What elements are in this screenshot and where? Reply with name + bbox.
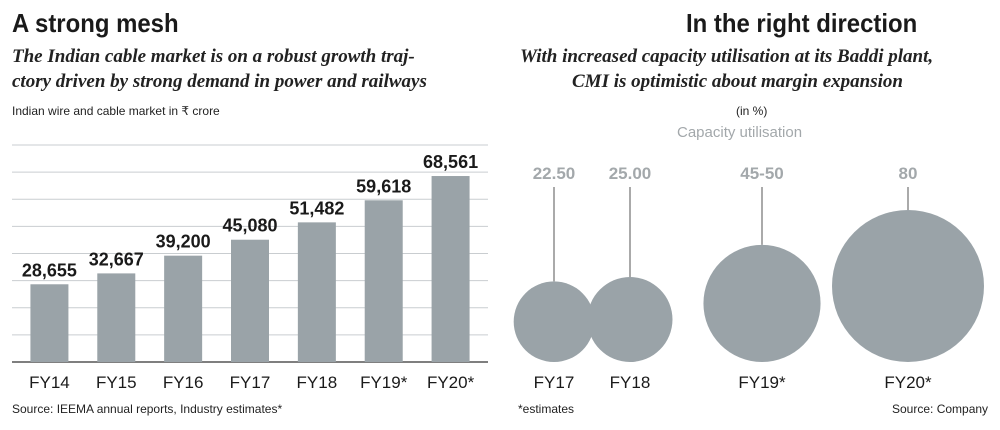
bar	[431, 176, 470, 362]
bar	[231, 239, 269, 362]
bubble-value-label: 45-50	[740, 164, 783, 183]
left-source: Source: IEEMA annual reports, Industry e…	[12, 402, 283, 416]
x-tick-label: FY19*	[738, 373, 786, 392]
right-unit-note: (in %)	[736, 104, 768, 118]
bar-value-label: 39,200	[156, 232, 211, 252]
left-subtitle-line2: ctory driven by strong demand in power a…	[12, 71, 427, 92]
right-chart-label: Capacity utilisation	[677, 124, 803, 141]
left-unit-note: Indian wire and cable market in ₹ crore	[12, 104, 220, 118]
x-tick-label: FY20*	[884, 373, 932, 392]
x-tick-label: FY17	[230, 373, 271, 392]
bar	[297, 222, 336, 362]
x-tick-label: FY15	[96, 373, 137, 392]
bar	[364, 200, 403, 362]
x-tick-label: FY17	[534, 373, 575, 392]
right-subtitle-line2: CMI is optimistic about margin expansion	[572, 71, 903, 92]
right-subtitle-line1: With increased capacity utilisation at i…	[520, 46, 934, 67]
bubble	[703, 244, 821, 362]
bar-value-label: 68,561	[423, 152, 478, 172]
bubble	[513, 281, 595, 362]
bar-value-label: 59,618	[356, 176, 411, 196]
bubble-chart: 22.50 FY17 25.00 FY18 45-50 FY19* 80 FY20*	[513, 164, 984, 392]
bar-value-label: 51,482	[289, 198, 344, 218]
x-tick-label: FY18	[610, 373, 651, 392]
right-panel: In the right direction With increased ca…	[500, 0, 1000, 430]
bar-chart: 28,655 FY14 32,667 FY15 39,200 FY16 45,080 FY17…	[12, 144, 488, 392]
bar	[30, 284, 69, 362]
bubble-value-label: 22.50	[533, 164, 576, 183]
x-tick-label: FY14	[29, 373, 70, 392]
x-tick-label: FY16	[163, 373, 204, 392]
bubble-value-label: 80	[899, 164, 918, 183]
bubble	[832, 210, 984, 362]
bar-value-label: 45,080	[222, 216, 277, 236]
bar-value-label: 32,667	[89, 249, 144, 269]
bar	[164, 255, 203, 362]
right-title: In the right direction	[686, 8, 918, 38]
x-tick-label: FY20*	[427, 373, 475, 392]
left-title: A strong mesh	[12, 8, 179, 38]
left-panel: A strong mesh The Indian cable market is…	[12, 8, 488, 416]
bar-value-label: 28,655	[22, 260, 77, 280]
bubble	[587, 277, 673, 362]
left-subtitle-line1: The Indian cable market is on a robust g…	[12, 46, 415, 67]
bubble-value-label: 25.00	[609, 164, 652, 183]
x-tick-label: FY18	[297, 373, 338, 392]
x-tick-label: FY19*	[360, 373, 408, 392]
bar	[97, 273, 136, 362]
right-footnote: *estimates	[518, 402, 575, 416]
right-source: Source: Company	[892, 402, 989, 416]
